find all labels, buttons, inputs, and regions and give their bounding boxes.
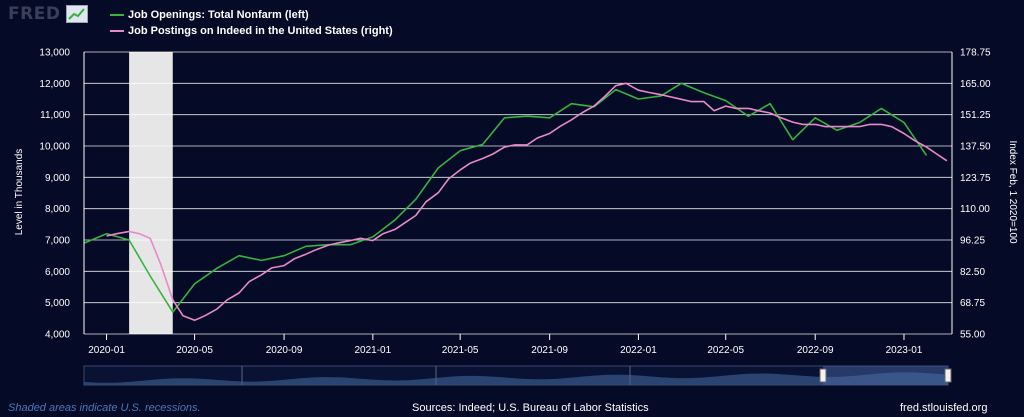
y-axis-label-left: Level in Thousands xyxy=(14,149,25,236)
range-navigator[interactable] xyxy=(83,365,952,386)
y-tick-label-left: 12,000 xyxy=(39,79,70,90)
legend-swatch-openings xyxy=(110,14,124,16)
y-tick-label-right: 68.75 xyxy=(960,298,985,309)
legend-item-postings[interactable]: Job Postings on Indeed in the United Sta… xyxy=(110,23,393,39)
y-tick-label-left: 4,000 xyxy=(45,330,70,341)
y-tick-label-right: 178.75 xyxy=(960,48,991,59)
x-tick-label: 2021-05 xyxy=(442,345,479,356)
x-tick-label: 2020-01 xyxy=(88,345,125,356)
navigator-handle[interactable] xyxy=(944,368,952,383)
recession-note: Shaded areas indicate U.S. recessions. xyxy=(8,402,201,414)
y-tick-label-right: 165.00 xyxy=(960,79,991,90)
fred-logo[interactable]: FRED xyxy=(8,4,89,24)
y-tick-label-right: 110.00 xyxy=(960,204,990,215)
y-tick-label-left: 7,000 xyxy=(45,236,70,247)
logo-text: FRED xyxy=(8,4,61,24)
legend-item-openings[interactable]: Job Openings: Total Nonfarm (left) xyxy=(110,7,393,23)
recession-shade xyxy=(129,52,173,334)
sources-text: Sources: Indeed; U.S. Bureau of Labor St… xyxy=(412,402,649,414)
y-tick-label-left: 13,000 xyxy=(39,48,70,59)
y-axis-label-right: Index Feb, 1 2020=100 xyxy=(1007,140,1018,244)
legend-swatch-postings xyxy=(110,30,124,32)
navigator-handle[interactable] xyxy=(819,368,827,383)
x-tick-label: 2022-09 xyxy=(797,345,834,356)
navigator-selection xyxy=(823,366,948,385)
y-tick-label-left: 6,000 xyxy=(45,267,70,278)
x-tick-label: 2022-05 xyxy=(707,345,744,356)
x-tick-label: 2020-05 xyxy=(176,345,213,356)
source-url-link[interactable]: fred.stlouisfed.org xyxy=(900,402,988,414)
y-tick-label-left: 5,000 xyxy=(45,298,70,309)
y-tick-label-left: 8,000 xyxy=(45,204,70,215)
x-tick-label: 2023-01 xyxy=(886,345,923,356)
x-tick-label: 2021-09 xyxy=(531,345,568,356)
x-tick-label: 2022-01 xyxy=(620,345,657,356)
x-tick-label: 2021-01 xyxy=(354,345,391,356)
x-tick-label: 2020-09 xyxy=(266,345,303,356)
y-tick-label-right: 82.50 xyxy=(960,267,985,278)
series-line-indeed-postings xyxy=(106,82,948,322)
series-line-job-openings xyxy=(83,82,928,313)
y-tick-label-left: 9,000 xyxy=(45,173,70,184)
y-tick-label-left: 11,000 xyxy=(40,110,70,121)
y-tick-label-right: 137.50 xyxy=(960,142,991,153)
y-tick-label-right: 151.25 xyxy=(960,110,991,121)
y-tick-label-right: 123.75 xyxy=(960,173,991,184)
legend-label-openings: Job Openings: Total Nonfarm (left) xyxy=(128,9,309,21)
navigator-area xyxy=(84,372,948,385)
legend-label-postings: Job Postings on Indeed in the United Sta… xyxy=(128,25,393,37)
chart-line-icon xyxy=(66,5,89,23)
y-tick-label-right: 55.00 xyxy=(960,330,985,341)
y-tick-label-right: 96.25 xyxy=(960,236,985,247)
legend: Job Openings: Total Nonfarm (left) Job P… xyxy=(110,7,393,39)
y-tick-label-left: 10,000 xyxy=(39,142,70,153)
